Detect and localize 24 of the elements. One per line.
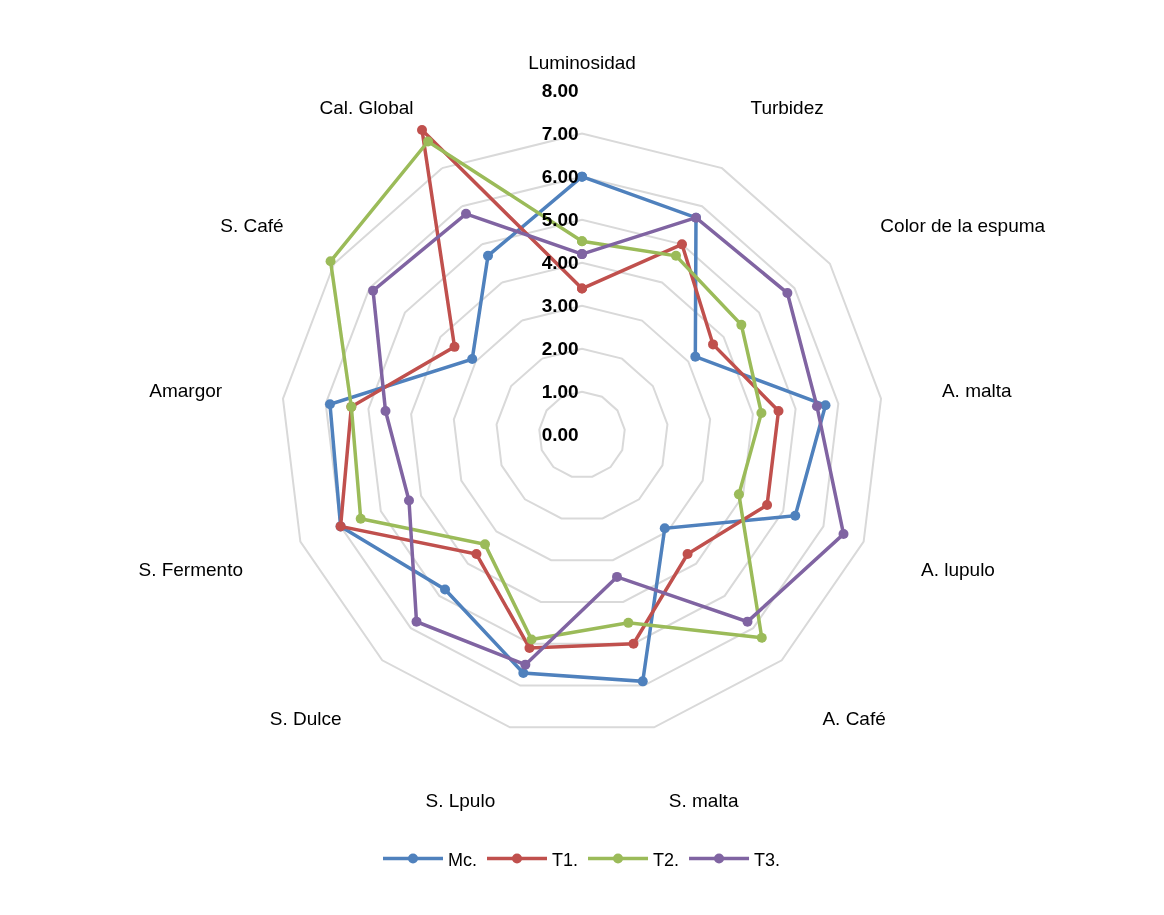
legend-label: T2.	[653, 849, 680, 870]
spoke-label: S. Café	[220, 215, 284, 237]
y-tick-label: 0.00	[541, 424, 579, 446]
y-tick-label: 6.00	[541, 165, 579, 187]
spoke-label: S. Lpulo	[425, 789, 496, 811]
spoke-label: Turbidez	[750, 96, 824, 118]
spoke-label: Luminosidad	[528, 51, 636, 73]
y-tick-label: 7.00	[541, 122, 579, 144]
spoke-label: S. Fermento	[138, 559, 244, 581]
spoke-label: S. malta	[668, 789, 739, 811]
y-tick-label: 3.00	[541, 294, 579, 316]
spoke-label: A. malta	[941, 380, 1013, 402]
spoke-label: Cal. Global	[319, 96, 414, 118]
spoke-label: A. Café	[822, 707, 886, 729]
legend-label: T1.	[552, 849, 579, 870]
spoke-label: Amargor	[149, 380, 223, 402]
spoke-label: A. lupulo	[920, 559, 995, 581]
y-tick-label: 1.00	[541, 380, 579, 402]
y-tick-label: 2.00	[541, 337, 579, 359]
legend-label: Mc.	[448, 849, 477, 870]
spoke-label: S. Dulce	[269, 707, 342, 729]
legend-label: T3.	[754, 849, 781, 870]
y-tick-label: 8.00	[541, 79, 579, 101]
spoke-label: Color de la espuma	[880, 215, 1046, 237]
